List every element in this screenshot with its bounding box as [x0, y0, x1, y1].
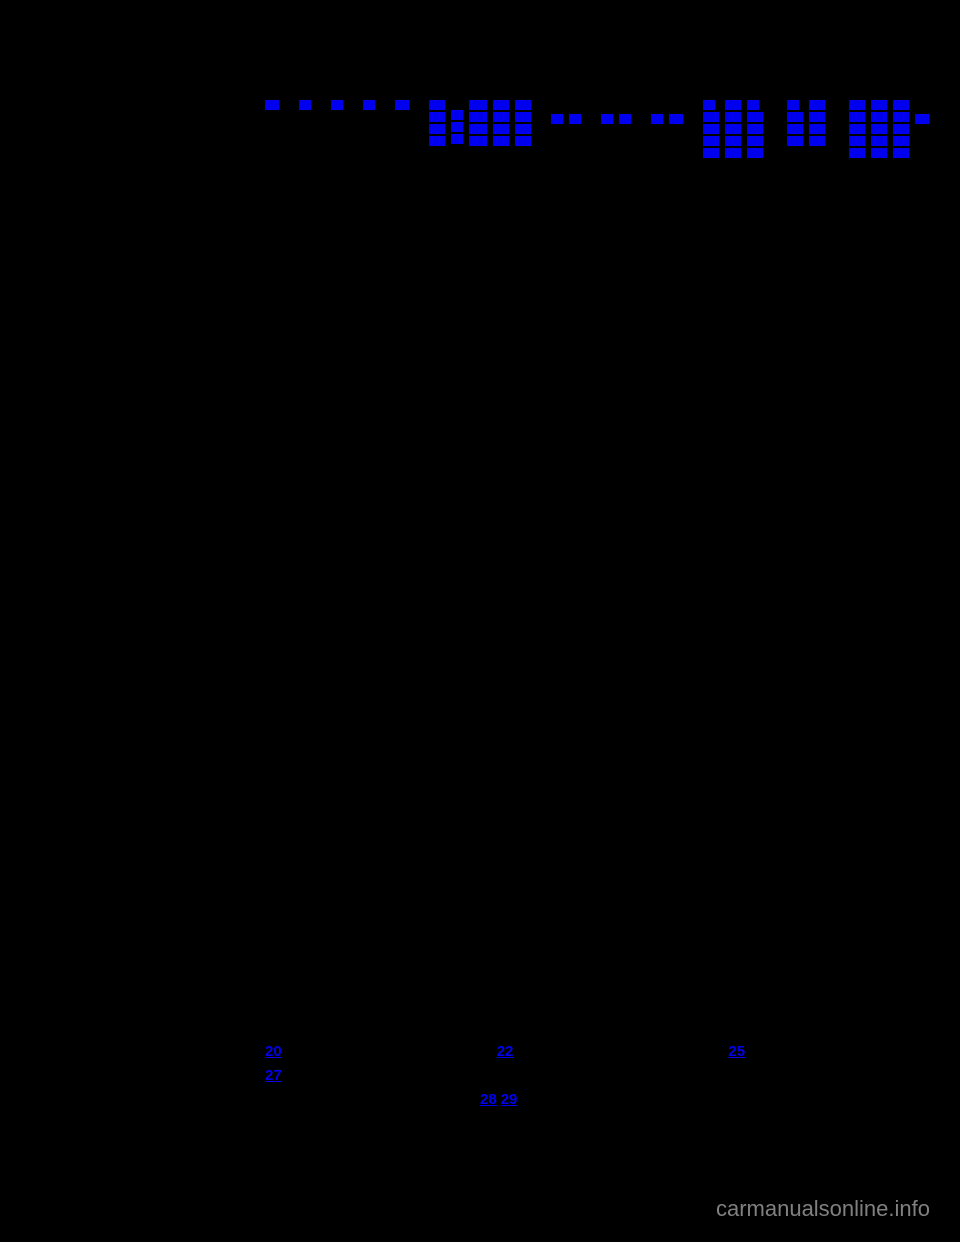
page-link[interactable]: [515, 100, 531, 110]
page-link[interactable]: [849, 148, 865, 158]
page-link[interactable]: [515, 136, 531, 146]
page-link[interactable]: [893, 148, 909, 158]
page-link[interactable]: [299, 100, 311, 110]
page-link[interactable]: [871, 100, 887, 110]
page-link[interactable]: [429, 112, 445, 122]
page-link[interactable]: [893, 136, 909, 146]
page-link[interactable]: [469, 136, 487, 146]
bottom-page-links: 20 22 25 27 28 29: [85, 1040, 875, 1112]
link-column: [747, 100, 763, 158]
page-link[interactable]: [469, 100, 487, 110]
page-link[interactable]: [395, 100, 409, 110]
page-link[interactable]: [669, 114, 683, 124]
link-column: [493, 100, 509, 146]
page-link[interactable]: [703, 100, 715, 110]
link-column: [451, 110, 463, 144]
page-link[interactable]: [619, 114, 631, 124]
page-link[interactable]: [451, 110, 463, 120]
link-column: [703, 100, 719, 158]
page-link[interactable]: [429, 124, 445, 134]
link-column: [809, 100, 825, 146]
page-link[interactable]: [747, 100, 759, 110]
page-link-27[interactable]: 27: [265, 1064, 282, 1088]
page-link[interactable]: [469, 124, 487, 134]
page-link[interactable]: [363, 100, 375, 110]
page-link[interactable]: [787, 112, 803, 122]
page-link[interactable]: [569, 114, 581, 124]
page-link[interactable]: [469, 112, 487, 122]
page-link[interactable]: [787, 100, 799, 110]
link-column: [871, 100, 887, 158]
page-link[interactable]: [893, 100, 909, 110]
page-link-28[interactable]: 28: [480, 1088, 497, 1112]
page-link[interactable]: [747, 124, 763, 134]
page-link[interactable]: [809, 100, 825, 110]
page-link[interactable]: [601, 114, 613, 124]
page-link[interactable]: [809, 136, 825, 146]
link-column: [787, 100, 803, 146]
page-link[interactable]: [493, 136, 509, 146]
page-link[interactable]: [871, 112, 887, 122]
page-link[interactable]: [809, 124, 825, 134]
page-link[interactable]: [265, 100, 279, 110]
page-link[interactable]: [849, 112, 865, 122]
page-link-22[interactable]: 22: [497, 1040, 514, 1064]
top-page-links-cluster: [265, 100, 885, 158]
link-row: [265, 100, 929, 158]
page-link[interactable]: [725, 148, 741, 158]
bottom-row-1: 20 22 25: [85, 1040, 875, 1064]
page-link[interactable]: [703, 148, 719, 158]
watermark-text: carmanualsonline.info: [716, 1196, 930, 1222]
page-link[interactable]: [893, 124, 909, 134]
page-link[interactable]: [747, 136, 763, 146]
page-link[interactable]: [747, 148, 763, 158]
link-column: [515, 100, 531, 146]
page-link[interactable]: [703, 136, 719, 146]
link-column: [429, 100, 445, 146]
page-link[interactable]: [551, 114, 563, 124]
page-link[interactable]: [809, 112, 825, 122]
page-link[interactable]: [515, 112, 531, 122]
page-link-20[interactable]: 20: [265, 1040, 282, 1064]
page-link[interactable]: [429, 100, 445, 110]
page-link[interactable]: [915, 114, 929, 124]
page-link[interactable]: [725, 100, 741, 110]
page-link[interactable]: [849, 124, 865, 134]
page-link-29[interactable]: 29: [501, 1088, 518, 1112]
page-link[interactable]: [651, 114, 663, 124]
bottom-row-3: 28 29: [85, 1088, 875, 1112]
link-column: [893, 100, 909, 158]
link-column: [725, 100, 741, 158]
page-link[interactable]: [787, 136, 803, 146]
link-column: [469, 100, 487, 146]
page-link[interactable]: [451, 134, 463, 144]
page-link[interactable]: [493, 124, 509, 134]
page-link[interactable]: [703, 124, 719, 134]
page-link[interactable]: [849, 136, 865, 146]
page-link[interactable]: [849, 100, 865, 110]
page-link[interactable]: [747, 112, 763, 122]
page-link[interactable]: [493, 100, 509, 110]
page-link[interactable]: [429, 136, 445, 146]
page-link[interactable]: [871, 148, 887, 158]
page-link[interactable]: [331, 100, 343, 110]
page-link[interactable]: [893, 112, 909, 122]
page-link[interactable]: [725, 112, 741, 122]
page-link[interactable]: [725, 124, 741, 134]
page-link[interactable]: [493, 112, 509, 122]
page-link[interactable]: [725, 136, 741, 146]
page-link[interactable]: [871, 136, 887, 146]
page-link[interactable]: [451, 122, 463, 132]
page-link[interactable]: [871, 124, 887, 134]
page-link-25[interactable]: 25: [728, 1040, 745, 1064]
bottom-row-2: 27: [85, 1064, 875, 1088]
page-link[interactable]: [787, 124, 803, 134]
page-link[interactable]: [703, 112, 719, 122]
page-link[interactable]: [515, 124, 531, 134]
link-column: [849, 100, 865, 158]
